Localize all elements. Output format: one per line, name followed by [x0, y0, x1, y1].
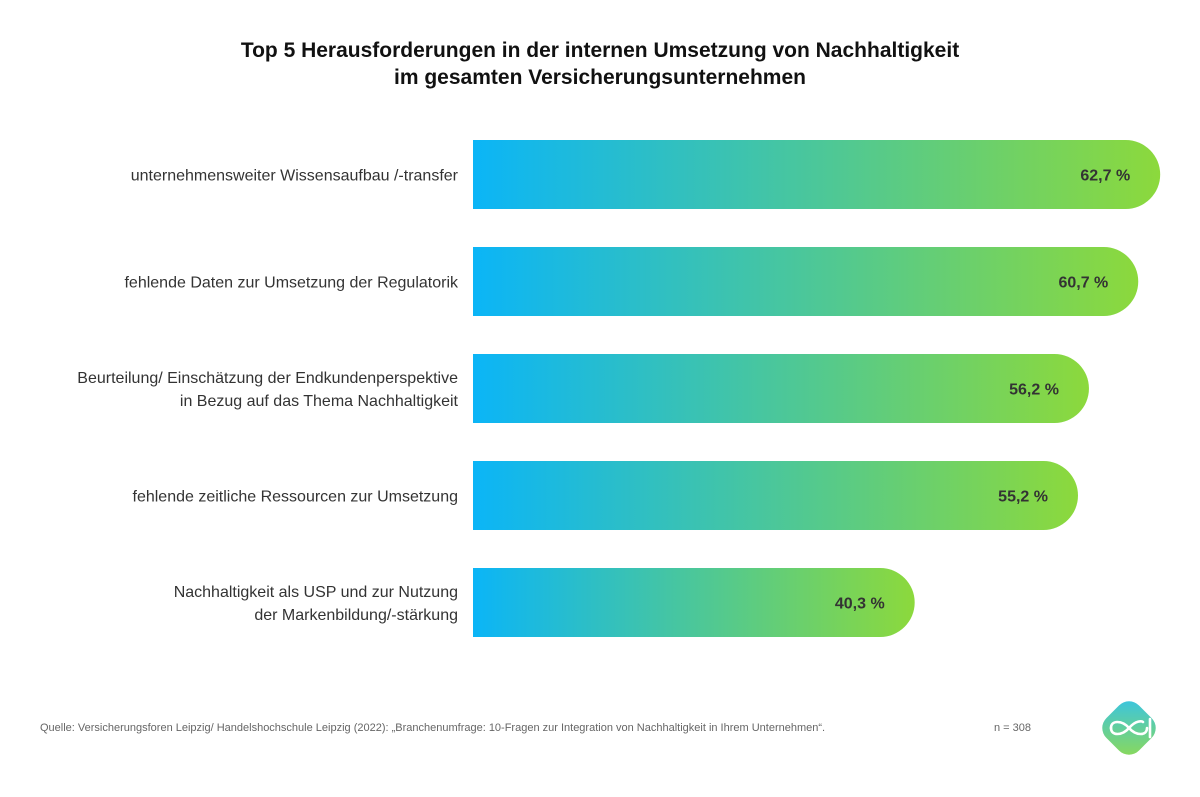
- bar: [473, 568, 915, 637]
- bar-value-label: 60,7 %: [1058, 275, 1108, 292]
- bar: [473, 461, 1078, 530]
- category-label: fehlende Daten zur Umsetzung der Regulat…: [124, 275, 459, 292]
- sample-size: n = 308: [994, 722, 1032, 734]
- bar: [473, 247, 1139, 316]
- category-label: in Bezug auf das Thema Nachhaltigkeit: [180, 393, 459, 410]
- bar: [473, 354, 1089, 423]
- category-label: der Markenbildung/-stärkung: [254, 607, 458, 624]
- chart-title-line-2: im gesamten Versicherungsunternehmen: [394, 66, 806, 89]
- bar-value-label: 40,3 %: [835, 596, 885, 613]
- bar-value-label: 55,2 %: [998, 489, 1048, 506]
- chart-title-line-1: Top 5 Herausforderungen in der internen …: [240, 39, 960, 62]
- source-note: Quelle: Versicherungsforen Leipzig/ Hand…: [40, 722, 826, 734]
- category-label: Beurteilung/ Einschätzung der Endkundenp…: [77, 370, 458, 387]
- category-label: unternehmensweiter Wissensaufbau /-trans…: [131, 168, 459, 185]
- category-label: Nachhaltigkeit als USP und zur Nutzung: [174, 584, 458, 601]
- bar-value-label: 56,2 %: [1009, 382, 1059, 399]
- category-label: fehlende zeitliche Ressourcen zur Umsetz…: [133, 489, 459, 506]
- bars-layer: 62,7 % unternehmensweiter Wissensaufbau /…: [77, 140, 1161, 637]
- bar: [473, 140, 1161, 209]
- bar-value-label: 62,7 %: [1080, 168, 1130, 185]
- brand-logo: [1102, 701, 1156, 755]
